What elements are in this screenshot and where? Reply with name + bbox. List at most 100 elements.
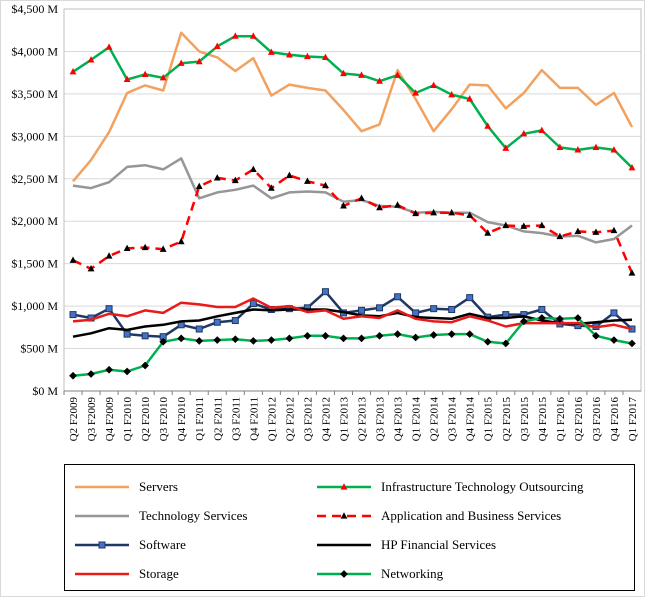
data-point <box>69 68 77 75</box>
legend-item-software: Software <box>75 537 186 552</box>
axes <box>63 8 642 395</box>
data-point <box>159 245 167 252</box>
data-point <box>69 311 77 319</box>
series-lines <box>69 31 636 380</box>
y-tick-label: $2,500 M <box>11 172 58 186</box>
data-point <box>304 52 311 60</box>
x-tick-label: Q1 F2016 <box>555 397 567 442</box>
data-point <box>141 70 149 77</box>
legend-label: Servers <box>139 479 178 494</box>
y-tick-label: $3,500 M <box>11 87 58 101</box>
data-point <box>339 334 348 343</box>
x-tick-label: Q4 F2013 <box>393 397 405 442</box>
x-tick-label: Q2 F2009 <box>68 397 80 442</box>
data-point <box>177 237 185 245</box>
data-point <box>141 243 149 251</box>
data-point <box>249 300 257 308</box>
data-point <box>322 181 329 189</box>
data-point <box>465 330 474 339</box>
data-point <box>429 331 438 339</box>
x-tick-label: Q2 F2013 <box>357 397 369 442</box>
y-tick-label: $500 M <box>20 342 58 356</box>
data-point <box>502 221 510 229</box>
data-point <box>412 89 420 96</box>
data-point <box>484 122 492 129</box>
data-point <box>393 330 402 339</box>
x-tick-label: Q3 F2014 <box>447 397 459 442</box>
x-tick-label: Q4 F2014 <box>465 397 477 442</box>
data-point <box>123 367 132 376</box>
data-point <box>195 325 203 333</box>
legend-label: Storage <box>139 566 179 581</box>
data-point <box>231 32 239 39</box>
data-point <box>610 146 618 153</box>
data-point <box>87 370 96 378</box>
legend-label: Technology Services <box>139 508 247 523</box>
x-tick-label: Q1 F2017 <box>627 397 639 442</box>
data-point <box>195 57 203 65</box>
series-networking <box>69 314 636 380</box>
data-point <box>231 335 240 344</box>
data-point <box>573 314 582 322</box>
data-point <box>285 334 294 343</box>
data-point <box>267 184 275 191</box>
series-line-infrastructure-technology-outsourcing <box>72 34 633 169</box>
series-line-servers <box>72 31 634 183</box>
data-point <box>628 163 636 171</box>
x-tick-label: Q3 F2015 <box>519 397 531 442</box>
x-tick-label: Q3 F2010 <box>158 397 170 442</box>
data-point <box>195 336 204 345</box>
data-point <box>484 229 492 236</box>
series-application-and-business-services <box>69 165 636 276</box>
x-tick-label: Q2 F2014 <box>429 397 441 442</box>
data-point <box>376 304 384 312</box>
data-point <box>267 336 276 345</box>
y-tick-label: $1,500 M <box>11 257 58 271</box>
x-tick-label: Q4 F2016 <box>609 397 621 442</box>
data-point <box>358 306 366 314</box>
series-infrastructure-technology-outsourcing <box>69 32 636 171</box>
data-point <box>303 331 312 340</box>
x-tick-label: Q2 F2016 <box>573 397 585 442</box>
x-tick-label: Q1 F2015 <box>483 397 495 442</box>
data-point <box>267 48 275 55</box>
data-point <box>430 305 438 313</box>
data-point <box>483 337 492 346</box>
data-point <box>574 146 582 153</box>
data-point <box>249 336 258 345</box>
data-point <box>213 42 221 49</box>
legend-item-storage: Storage <box>75 566 179 581</box>
data-point <box>249 165 257 173</box>
data-point <box>538 221 546 229</box>
data-point <box>447 330 456 339</box>
legend-label: Application and Business Services <box>381 508 561 523</box>
legend-item-networking: Networking <box>317 566 444 581</box>
legend-item-hp-financial-services: HP Financial Services <box>317 537 496 552</box>
data-point <box>411 333 420 342</box>
data-point <box>177 334 186 343</box>
data-point <box>466 294 474 302</box>
legend-item-servers: Servers <box>75 479 178 494</box>
x-tick-label: Q1 F2014 <box>411 397 423 442</box>
legend-marker <box>98 541 106 549</box>
data-point <box>105 305 113 313</box>
data-point <box>304 177 311 184</box>
data-point <box>340 69 347 77</box>
data-point <box>105 43 113 50</box>
data-point <box>466 211 474 218</box>
data-point <box>321 288 329 296</box>
data-point <box>628 339 636 348</box>
legend-item-application-and-business-services: Application and Business Services <box>317 508 561 523</box>
data-point <box>213 174 221 181</box>
y-tick-label: $2,000 M <box>11 214 58 228</box>
series-line-storage <box>72 297 633 331</box>
x-tick-label: Q4 F2009 <box>104 397 116 442</box>
data-point <box>69 371 77 380</box>
x-tick-label: Q2 F2010 <box>140 397 152 442</box>
data-point <box>213 318 221 326</box>
legend-marker <box>340 512 348 519</box>
data-point <box>538 126 546 133</box>
data-point <box>610 226 618 234</box>
data-point <box>357 334 366 343</box>
data-point <box>448 90 456 98</box>
